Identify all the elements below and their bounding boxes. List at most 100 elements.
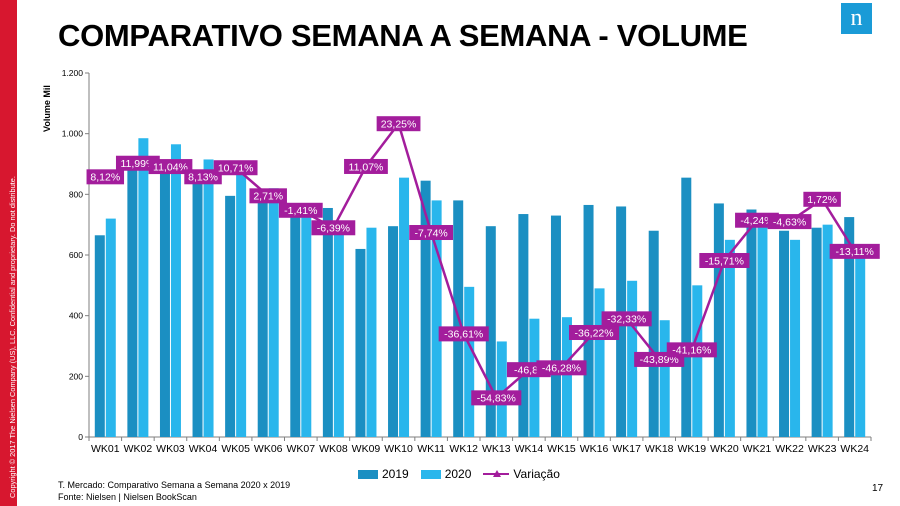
bar-2019 bbox=[811, 227, 822, 437]
bar-2019 bbox=[225, 195, 236, 437]
variation-label: -13,11% bbox=[836, 246, 874, 258]
chart-legend: 2019 2020 Variação bbox=[358, 466, 572, 482]
x-tick-label: WK20 bbox=[710, 443, 739, 455]
bar-2020 bbox=[464, 286, 475, 437]
bar-2020 bbox=[301, 209, 312, 437]
variation-label-box bbox=[803, 191, 841, 207]
bar-2020 bbox=[757, 218, 768, 437]
variation-label: 2,71% bbox=[253, 191, 283, 203]
bar-2020 bbox=[790, 239, 801, 437]
bar-2019 bbox=[290, 206, 301, 437]
variation-label-box bbox=[249, 188, 287, 204]
bar-2019 bbox=[420, 180, 431, 437]
x-tick-label: WK01 bbox=[91, 443, 120, 455]
variation-label: 1,72% bbox=[807, 194, 837, 206]
variation-label: -46,28% bbox=[542, 363, 581, 375]
bar-2019 bbox=[159, 173, 170, 437]
variation-label: -1,41% bbox=[284, 205, 317, 217]
footnote: T. Mercado: Comparativo Semana a Semana … bbox=[58, 479, 290, 503]
bar-2019 bbox=[257, 195, 268, 437]
y-tick-label: 800 bbox=[69, 189, 83, 199]
bar-2019 bbox=[746, 209, 757, 437]
bar-2020 bbox=[105, 218, 116, 437]
legend-item-2019: 2019 bbox=[358, 467, 409, 481]
bar-2020 bbox=[170, 144, 181, 438]
bar-2020 bbox=[333, 223, 344, 437]
y-tick-label: 0 bbox=[78, 432, 83, 442]
variation-label-box bbox=[471, 390, 522, 406]
legend-label-2019: 2019 bbox=[382, 467, 409, 481]
variation-label: -4,24% bbox=[740, 215, 773, 227]
x-tick-label: WK07 bbox=[286, 443, 315, 455]
variation-label-box bbox=[767, 214, 812, 230]
bar-2020 bbox=[268, 188, 279, 437]
footnote-source-line-1: T. Mercado: Comparativo Semana a Semana … bbox=[58, 480, 291, 490]
x-tick-label: WK11 bbox=[417, 443, 445, 455]
bar-2020 bbox=[594, 288, 605, 437]
y-tick-label: 200 bbox=[69, 371, 83, 381]
bar-2019 bbox=[94, 235, 105, 437]
variation-label: -36,22% bbox=[574, 327, 613, 339]
bar-2020 bbox=[203, 159, 214, 437]
x-tick-label: WK16 bbox=[580, 443, 609, 455]
variation-label-box bbox=[699, 252, 750, 268]
x-tick-label: WK12 bbox=[449, 443, 478, 455]
bar-2019 bbox=[518, 214, 529, 437]
bar-2020 bbox=[822, 224, 833, 437]
x-tick-label: WK08 bbox=[319, 443, 348, 455]
x-tick-label: WK14 bbox=[515, 443, 544, 455]
legend-item-2020: 2020 bbox=[420, 467, 472, 481]
variation-label: 8,13% bbox=[188, 172, 218, 184]
y-tick-label: 1.200 bbox=[62, 68, 84, 78]
variation-label: -15,71% bbox=[705, 255, 744, 267]
variation-label-box bbox=[184, 169, 222, 185]
bar-2020 bbox=[659, 320, 670, 437]
x-tick-label: WK23 bbox=[808, 443, 837, 455]
legend-label-2020: 2020 bbox=[444, 467, 472, 481]
bar-2020 bbox=[855, 245, 866, 437]
variation-label: -6,39% bbox=[317, 223, 350, 235]
bar-2019 bbox=[388, 226, 399, 437]
x-tick-label: WK02 bbox=[124, 443, 153, 455]
variation-label: 8,12% bbox=[90, 172, 120, 184]
x-tick-label: WK21 bbox=[743, 443, 772, 455]
variation-label: -7,74% bbox=[414, 227, 447, 239]
variation-label-box bbox=[409, 225, 454, 241]
bar-2020 bbox=[692, 285, 703, 437]
bar-2019 bbox=[844, 217, 855, 437]
variation-label: -36,61% bbox=[444, 329, 483, 341]
variation-label: 11,99% bbox=[120, 158, 155, 170]
x-tick-label: WK18 bbox=[645, 443, 674, 455]
x-tick-label: WK04 bbox=[189, 443, 218, 455]
x-tick-label: WK03 bbox=[156, 443, 185, 455]
y-tick-label: 1.000 bbox=[62, 129, 84, 139]
brand-sidebar: Copyright © 2017 The Nielsen Company (US… bbox=[0, 0, 17, 506]
variation-label-box bbox=[829, 243, 880, 259]
bar-2019 bbox=[192, 180, 203, 437]
x-tick-label: WK09 bbox=[352, 443, 381, 455]
variation-label-box bbox=[536, 360, 587, 376]
legend-label-variation: Variação bbox=[513, 467, 560, 481]
variation-label: 11,04% bbox=[153, 161, 188, 173]
bar-2020 bbox=[399, 177, 410, 437]
nielsen-logo: n bbox=[841, 3, 872, 34]
bar-2019 bbox=[355, 248, 366, 437]
variation-label: 11,07% bbox=[349, 161, 384, 173]
bar-2020 bbox=[561, 317, 572, 437]
variation-label: -32,33% bbox=[607, 314, 646, 326]
page-number: 17 bbox=[872, 483, 884, 494]
variation-label-box bbox=[213, 160, 258, 176]
x-tick-label: WK19 bbox=[677, 443, 706, 455]
variation-label-box bbox=[278, 202, 323, 218]
variation-label-box bbox=[601, 311, 652, 327]
variation-label-box bbox=[438, 326, 489, 342]
variation-label: -41,16% bbox=[672, 345, 711, 357]
bar-2020 bbox=[431, 200, 442, 437]
variation-label-box bbox=[344, 158, 388, 174]
bar-2020 bbox=[236, 168, 247, 438]
page-title: COMPARATIVO SEMANA A SEMANA - VOLUME bbox=[58, 18, 748, 53]
legend-swatch-2020 bbox=[420, 469, 441, 479]
variation-label-box bbox=[666, 342, 717, 358]
legend-swatch-variation bbox=[483, 469, 510, 479]
x-tick-label: WK05 bbox=[221, 443, 250, 455]
